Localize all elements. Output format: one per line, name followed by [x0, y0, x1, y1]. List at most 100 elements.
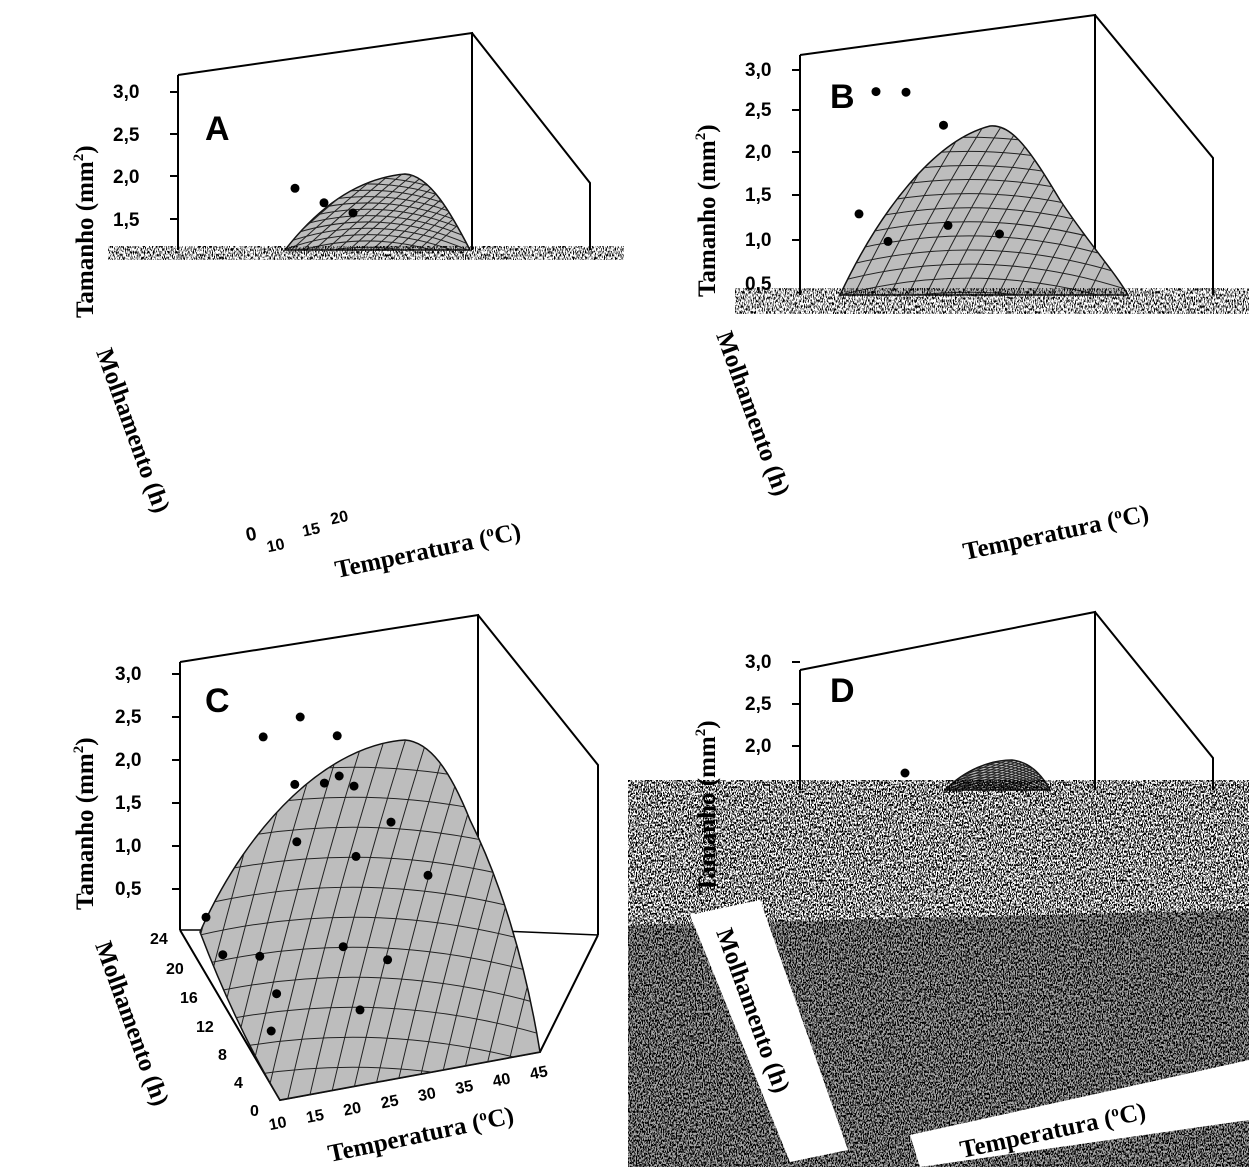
panel-c-z-tick-marks	[172, 673, 180, 890]
panel-c-z-tick: 2,0	[115, 750, 141, 771]
mesh-line	[290, 174, 392, 250]
panel-c-x-tick: 35	[454, 1078, 475, 1098]
panel-c-letter: C	[205, 682, 230, 720]
data-point	[334, 771, 344, 781]
panel-c: C 3,0 2,5 2,0 1,5 1,0 0,5 24 20 16 12 8 …	[71, 613, 599, 1167]
panel-c-points	[201, 712, 433, 1036]
panel-c-right-wall	[477, 614, 599, 935]
panel-c-y-tick: 16	[180, 990, 198, 1007]
data-point	[255, 951, 265, 961]
mesh-line	[945, 771, 1050, 790]
panel-a-z-tick: 3,0	[113, 82, 139, 103]
mesh-line	[840, 263, 1128, 296]
panel-a-z-ticks: 3,0 2,5 2,0 1,5	[113, 82, 140, 231]
panel-c-y-tick: 8	[218, 1047, 227, 1064]
panel-c-x-tick: 20	[342, 1100, 363, 1120]
mesh-line	[302, 174, 404, 250]
mesh-line	[348, 174, 450, 250]
panel-d-z-label: Tamanho (mm2)	[693, 720, 721, 893]
mesh-line	[244, 740, 346, 1100]
panel-a-z-tick-marks	[170, 91, 178, 220]
mesh-line	[329, 740, 431, 1100]
panel-b-z-tick: 1,5	[745, 185, 772, 206]
panel-b-z-ticks: 3,0 2,5 2,0 1,5 1,0 0,5	[745, 60, 772, 295]
mesh-line	[314, 174, 415, 250]
data-point	[290, 183, 300, 193]
data-point	[319, 198, 329, 208]
mesh-line	[945, 779, 1050, 790]
panel-b-x-label: Temperatura (oC)	[961, 500, 1152, 566]
panel-c-y-tick: 0	[250, 1103, 259, 1120]
panel-b-z-label: Tamanho (mm2)	[693, 124, 721, 297]
data-point	[900, 768, 910, 778]
mesh-line	[287, 740, 388, 1100]
panel-a-y-label: Molhamento (h)	[90, 345, 175, 517]
mesh-line	[945, 764, 1050, 790]
panel-a-z-tick: 2,0	[113, 167, 139, 188]
panel-c-x-tick: 15	[305, 1107, 326, 1127]
panel-c-z-tick: 1,5	[115, 793, 142, 814]
data-point	[319, 778, 329, 788]
data-point	[290, 779, 300, 789]
panel-d: D 3,0 2,5 2,0 Tamanho (mm2) Molhamento (…	[628, 610, 1249, 1167]
mesh-line	[371, 174, 470, 250]
panel-c-x-tick: 10	[267, 1114, 288, 1134]
panel-c-surface	[199, 739, 541, 1101]
panel-b-z-tick: 2,5	[745, 100, 772, 121]
panel-c-y-tick: 4	[234, 1075, 243, 1092]
panel-b-z-tick: 1,0	[745, 230, 771, 251]
mesh-line	[925, 125, 1027, 296]
mesh-line	[325, 174, 427, 250]
panel-c-y-label: Molhamento (h)	[89, 938, 174, 1110]
panel-a-right-wall	[471, 32, 591, 250]
panel-a-z-label: Tamanho (mm2)	[71, 145, 99, 318]
panel-c-z-tick: 1,0	[115, 836, 141, 857]
panel-a-x-tick: 15	[301, 520, 322, 540]
data-point	[266, 1026, 276, 1036]
panel-b-points	[854, 87, 1004, 246]
panel-b-y-label: Molhamento (h)	[710, 328, 795, 500]
panel-b-surface	[838, 125, 1130, 296]
panel-d-z-tick: 2,5	[745, 694, 772, 715]
mesh-line	[945, 769, 1050, 790]
panel-b-z-tick-marks	[792, 69, 800, 241]
data-point	[883, 236, 893, 246]
data-point	[292, 837, 302, 847]
panel-b-z-tick: 2,0	[745, 142, 771, 163]
mesh-line	[1087, 125, 1128, 296]
data-point	[349, 781, 359, 791]
panel-c-y-tick: 24	[150, 931, 168, 948]
data-point	[423, 870, 433, 880]
mesh-line	[889, 125, 991, 296]
panel-c-y-ticks: 24 20 16 12 8 4 0	[150, 931, 259, 1120]
data-point	[338, 942, 348, 952]
panel-d-y-label-bg	[690, 900, 848, 1162]
panel-d-letter: D	[830, 672, 855, 710]
data-point	[854, 209, 864, 219]
panel-a-x-tick: 10	[265, 536, 286, 556]
panel-a-fragment-ticks: 0 10 15 20	[244, 508, 350, 556]
data-point	[901, 87, 911, 97]
mesh-line	[360, 174, 461, 250]
data-point	[348, 208, 358, 218]
panel-c-x-tick: 40	[491, 1071, 512, 1091]
panel-b-right-wall	[1094, 14, 1214, 295]
panel-b-letter: B	[830, 78, 855, 116]
panel-c-z-tick: 0,5	[115, 879, 142, 900]
mesh-line	[945, 774, 1050, 790]
panel-a-z-tick: 2,5	[113, 125, 140, 146]
panel-d-right-wall	[1094, 611, 1214, 790]
panel-d-z-tick: 2,0	[745, 736, 771, 757]
panel-c-x-tick: 45	[529, 1063, 550, 1083]
panel-c-y-tick: 20	[166, 961, 184, 978]
data-point	[218, 950, 228, 960]
mesh-line	[265, 740, 367, 1100]
data-point	[383, 955, 393, 965]
panel-c-z-ticks: 3,0 2,5 2,0 1,5 1,0 0,5	[115, 664, 142, 900]
panel-c-x-ticks: 10 15 20 25 30 35 40 45	[267, 1063, 549, 1134]
panel-c-x-tick: 25	[379, 1092, 400, 1112]
mesh-line	[945, 776, 1050, 790]
panel-a-z-tick: 1,5	[113, 210, 140, 231]
data-point	[351, 851, 361, 861]
